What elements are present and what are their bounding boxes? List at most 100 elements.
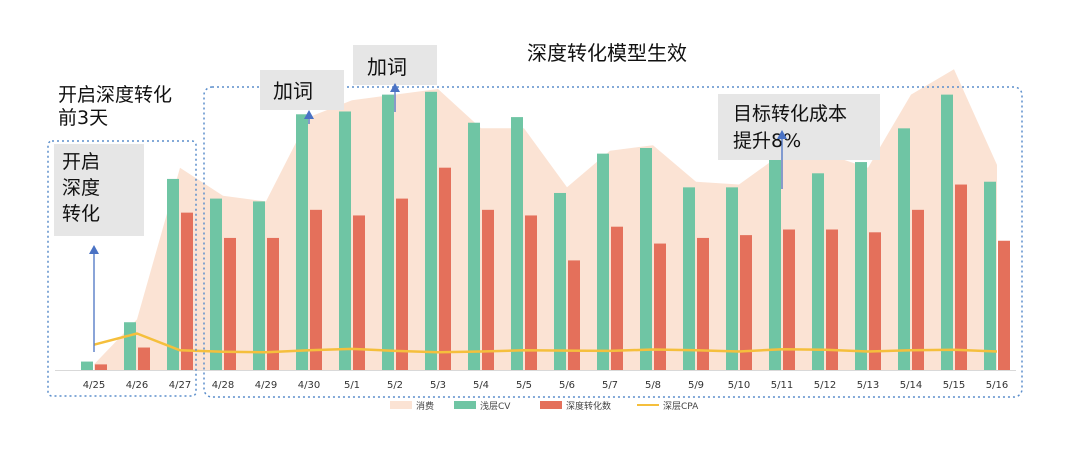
legend-2-swatch: [454, 401, 476, 409]
bar-cv-5/4: [468, 122, 480, 370]
bar-deep-5/16: [998, 240, 1010, 370]
bar-deep-5/3: [439, 167, 451, 370]
bar-deep-5/5: [525, 215, 537, 370]
bar-cv-4/25: [81, 361, 93, 370]
bar-deep-5/13: [869, 232, 881, 370]
annotation-open-box: [54, 144, 144, 236]
bar-cv-5/15: [941, 94, 953, 371]
bar-cv-5/5: [511, 117, 523, 370]
bar-deep-5/4: [482, 209, 494, 370]
bar-deep-5/8: [654, 243, 666, 370]
tick-label-5/13: 5/13: [857, 380, 879, 391]
tick-label-5/6: 5/6: [559, 380, 575, 391]
tick-label-4/28: 4/28: [212, 380, 234, 391]
bar-deep-5/7: [611, 226, 623, 370]
annotation-add1-box: [260, 70, 344, 110]
annotation-pre-line-2: 前3天: [58, 107, 108, 129]
bar-cv-4/30: [296, 114, 308, 370]
annotation-target-arrow-head: [777, 130, 787, 139]
tick-label-5/3: 5/3: [430, 380, 446, 391]
bar-deep-5/15: [955, 184, 967, 370]
group-frames: [47, 86, 1023, 398]
bar-deep-5/11: [783, 229, 795, 370]
bar-cv-5/11: [769, 156, 781, 370]
bar-cv-4/28: [210, 198, 222, 370]
frame-after: [203, 86, 1023, 398]
annotation-add2-arrow-head: [390, 83, 400, 92]
bar-layer: [81, 91, 1010, 371]
bar-deep-4/30: [310, 209, 322, 370]
bar-cv-4/27: [167, 178, 179, 370]
chart-title: 深度转化模型生效: [527, 41, 687, 65]
bar-cv-5/10: [726, 187, 738, 370]
bar-cv-5/8: [640, 148, 652, 370]
bar-cv-4/29: [253, 201, 265, 370]
legend-3-label: 深度转化数: [566, 400, 611, 412]
bar-cv-5/2: [382, 94, 394, 371]
bar-deep-5/6: [568, 260, 580, 370]
bar-deep-4/25: [95, 364, 107, 370]
legend: 消费 浅层CV 深度转化数 深层CPA: [390, 400, 699, 412]
bar-cv-5/14: [898, 128, 910, 370]
tick-label-5/11: 5/11: [771, 380, 793, 391]
bar-deep-4/26: [138, 347, 150, 370]
bar-deep-5/12: [826, 229, 838, 370]
annotation-add2-box: [353, 45, 437, 85]
bar-deep-5/1: [353, 215, 365, 370]
legend-3-swatch: [540, 401, 562, 409]
tick-label-5/2: 5/2: [387, 380, 403, 391]
tick-label-4/27: 4/27: [169, 380, 191, 391]
bar-cv-5/12: [812, 173, 824, 370]
bar-deep-5/14: [912, 209, 924, 370]
bar-deep-4/27: [181, 212, 193, 370]
annotation-open-arrow-head: [89, 245, 99, 254]
tick-label-5/5: 5/5: [516, 380, 532, 391]
tick-label-4/30: 4/30: [298, 380, 320, 391]
bar-deep-5/10: [740, 235, 752, 370]
bar-deep-5/9: [697, 237, 709, 370]
x-axis: 4/25 4/26 4/27 4/28 4/29 4/30 5/1 5/2 5/3 5/4 5/5 5…: [55, 370, 1016, 391]
tick-label-5/4: 5/4: [473, 380, 489, 391]
tick-label-4/29: 4/29: [255, 380, 277, 391]
tick-label-5/14: 5/14: [900, 380, 922, 391]
bar-cv-5/16: [984, 181, 996, 370]
annotation-add1-arrow-head: [304, 110, 314, 119]
bar-cv-4/26: [124, 322, 136, 370]
legend-4-label: 深层CPA: [663, 401, 699, 412]
bar-cv-5/13: [855, 162, 867, 370]
tick-label-4/25: 4/25: [83, 380, 105, 391]
annotation-open-line-2: 深度: [62, 177, 100, 199]
annotation-add1-line-1: 加词: [273, 79, 313, 103]
bar-cv-5/9: [683, 187, 695, 370]
bar-cv-5/6: [554, 192, 566, 370]
tick-label-5/1: 5/1: [344, 380, 360, 391]
tick-label-4/26: 4/26: [126, 380, 148, 391]
bar-deep-4/28: [224, 237, 236, 370]
legend-1-label: 消费: [416, 400, 434, 412]
annotation-open-line-1: 开启: [62, 151, 100, 173]
tick-label-5/16: 5/16: [986, 380, 1008, 391]
legend-2-label: 浅层CV: [480, 400, 511, 412]
tick-label-5/15: 5/15: [943, 380, 965, 391]
series-line-cpa: [93, 332, 998, 354]
legend-1-swatch: [390, 401, 412, 409]
annotation-open-line-3: 转化: [62, 203, 100, 225]
tick-label-5/8: 5/8: [645, 380, 661, 391]
bar-cv-5/7: [597, 153, 609, 370]
bar-cv-5/3: [425, 91, 437, 370]
annotation-target-box: [718, 94, 880, 160]
annotation-target-line-1: 目标转化成本: [733, 103, 847, 125]
bar-cv-5/1: [339, 111, 351, 370]
bar-deep-5/2: [396, 198, 408, 370]
tick-label-5/10: 5/10: [728, 380, 750, 391]
tick-label-5/12: 5/12: [814, 380, 836, 391]
frame-before: [47, 140, 197, 397]
bar-deep-4/29: [267, 237, 279, 370]
tick-label-5/9: 5/9: [688, 380, 704, 391]
tick-label-5/7: 5/7: [602, 380, 618, 391]
annotation-add2-line-1: 加词: [367, 55, 407, 79]
annotation-pre-line-1: 开启深度转化: [58, 84, 172, 106]
line-layer: [93, 332, 998, 354]
